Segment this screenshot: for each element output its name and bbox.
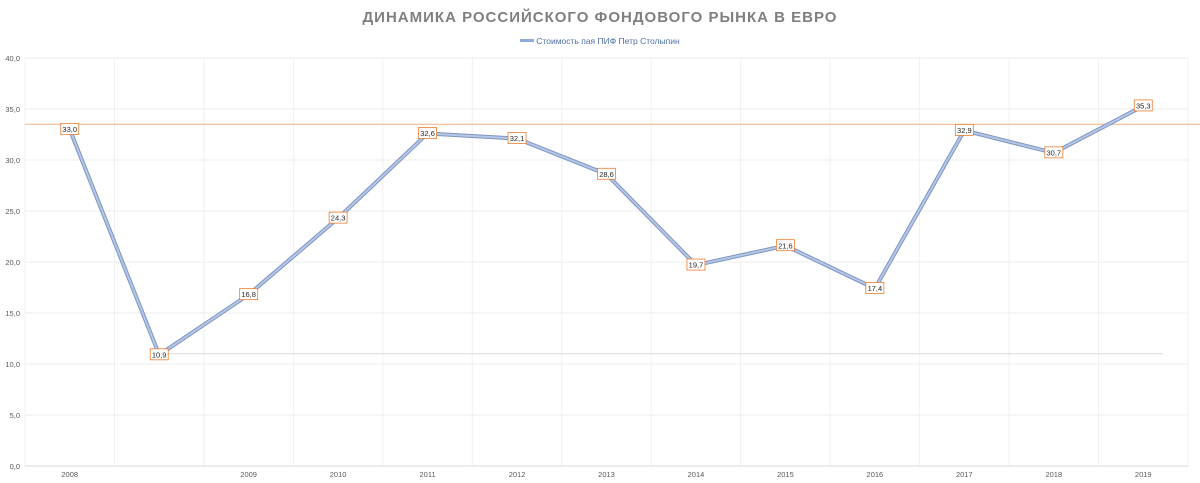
data-label: 16,8 xyxy=(239,288,259,301)
data-label: 35,3 xyxy=(1133,99,1153,112)
x-tick-label: 2008 xyxy=(61,470,78,479)
x-tick-label: 2018 xyxy=(1045,470,1062,479)
x-tick-label: 2009 xyxy=(240,470,257,479)
x-tick-label: 2016 xyxy=(867,470,884,479)
data-label: 32,9 xyxy=(954,124,974,136)
data-label-value: 30,7 xyxy=(1047,148,1062,157)
data-label-value: 10,9 xyxy=(152,350,167,359)
data-label-value: 24,3 xyxy=(331,214,346,223)
data-label-box xyxy=(865,282,885,294)
data-label-box xyxy=(507,132,527,144)
series-line xyxy=(68,105,1144,356)
x-tick-label: 2014 xyxy=(688,470,705,479)
x-tick-label: 2012 xyxy=(509,470,526,479)
data-label-value: 19,7 xyxy=(689,261,704,270)
data-label: 32,6 xyxy=(418,127,437,139)
y-tick-label: 15,0 xyxy=(5,309,20,318)
data-label-value: 17,4 xyxy=(868,284,883,293)
data-label-box xyxy=(60,123,80,135)
data-label-box xyxy=(1133,99,1153,112)
x-tick-label: 2010 xyxy=(330,470,347,479)
legend-label: Стоимость пая ПИФ Петр Столыпин xyxy=(536,36,680,46)
data-label-value: 35,3 xyxy=(1136,102,1151,111)
data-label-value: 32,6 xyxy=(420,129,435,138)
x-tick-label: 2017 xyxy=(956,470,973,479)
data-label: 19,7 xyxy=(686,258,706,271)
data-label-value: 33,0 xyxy=(62,125,77,134)
x-tick-label: 2013 xyxy=(598,470,615,479)
data-label-value: 28,6 xyxy=(599,170,614,179)
data-label-box xyxy=(1044,146,1064,159)
series-line-group xyxy=(67,104,1145,357)
data-label: 21,6 xyxy=(776,239,795,252)
data-label: 32,1 xyxy=(507,132,527,144)
legend-swatch xyxy=(520,39,535,43)
x-tick-label: 2019 xyxy=(1135,470,1152,479)
y-tick-label: 5,0 xyxy=(10,411,20,420)
data-label-box xyxy=(149,348,169,361)
data-label-box xyxy=(418,127,437,139)
data-label-value: 32,1 xyxy=(510,134,525,143)
legend: Стоимость пая ПИФ Петр Столыпин xyxy=(0,36,1200,46)
y-tick-label: 30,0 xyxy=(5,156,20,165)
y-tick-label: 25,0 xyxy=(5,207,20,216)
data-label-box xyxy=(328,211,348,224)
data-label-box xyxy=(776,239,795,252)
data-label-box xyxy=(597,167,616,180)
y-tick-label: 0,0 xyxy=(10,462,20,471)
data-label: 33,0 xyxy=(60,123,80,135)
y-tick-label: 40,0 xyxy=(5,54,20,63)
x-axis-tick-labels: 2008 2009 2010 2011 2012 2013 2014 2015 2016 2017… xyxy=(61,470,1151,479)
data-label-box xyxy=(686,258,706,271)
data-label: 10,9 xyxy=(149,348,169,361)
x-tick-label: 2011 xyxy=(420,470,436,479)
y-axis-tick-labels: 0,0 5,0 10,0 15,0 20,0 25,0 30,0 35,0 40,0 xyxy=(5,54,20,471)
x-tick-label: 2015 xyxy=(777,470,794,479)
data-label-value: 32,9 xyxy=(957,126,972,135)
reference-lines xyxy=(25,123,1200,355)
data-label: 28,6 xyxy=(597,167,616,180)
data-label: 17,4 xyxy=(865,282,885,294)
data-label-value: 21,6 xyxy=(778,241,793,250)
y-tick-label: 10,0 xyxy=(5,360,20,369)
data-label-box xyxy=(954,124,974,136)
chart-title: ДИНАМИКА РОССИЙСКОГО ФОНДОВОГО РЫНКА В Е… xyxy=(362,9,838,26)
data-label: 30,7 xyxy=(1044,146,1064,159)
horizontal-gridlines xyxy=(25,57,1188,467)
data-label-box xyxy=(239,288,259,301)
data-label-value: 16,8 xyxy=(241,290,256,299)
y-tick-label: 35,0 xyxy=(5,105,20,114)
y-tick-label: 20,0 xyxy=(5,258,20,267)
data-labels: 33,0 10,9 16,8 24,3 32,6 32,1 28,6 19,7 21,6 17,4… xyxy=(60,99,1153,361)
series-line-shadow xyxy=(67,104,1145,357)
data-label: 24,3 xyxy=(328,211,348,224)
